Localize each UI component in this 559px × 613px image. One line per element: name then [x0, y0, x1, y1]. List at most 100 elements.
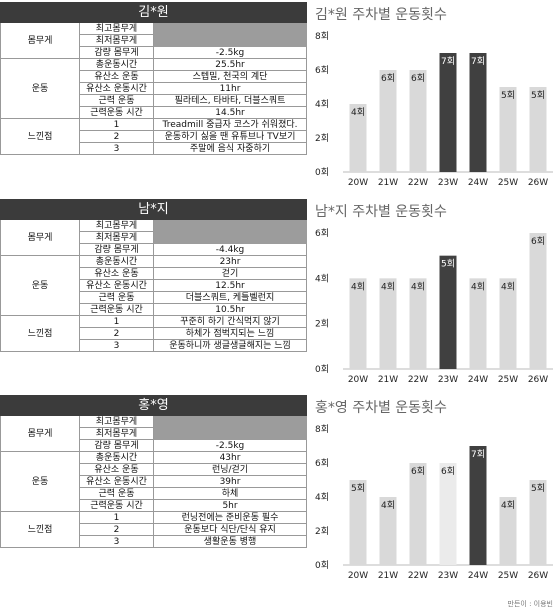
- bar-data-label: 4회: [351, 281, 365, 292]
- row-label: 근력 운동: [79, 94, 154, 107]
- bar-data-label: 4회: [471, 281, 485, 292]
- y-tick-label: 2회: [315, 526, 329, 537]
- weight-value-redacted: [152, 34, 308, 47]
- row-value: 걷기: [152, 267, 308, 280]
- table-row: 감량 몸무게 -4.4kg: [1, 243, 308, 256]
- bar-data-label: 6회: [411, 466, 425, 477]
- exercise-group-label: 운동: [0, 255, 80, 316]
- bar-chart-svg: 0회 2회 4회 6회 4회 20W 4회 21W 4회 22W 5회 23W 4회 24W 4회 25W 6회…: [315, 228, 553, 385]
- bar-21W: [379, 278, 397, 369]
- row-label: 1: [79, 511, 154, 524]
- bar-data-label: 7회: [471, 449, 485, 460]
- person-name-header: 김*원: [0, 2, 308, 23]
- table-row: 몸무게 최고몸무게: [0, 219, 308, 256]
- row-label: 3: [79, 142, 154, 155]
- weight-value-redacted: [152, 231, 308, 244]
- x-tick-label: 20W: [348, 375, 368, 385]
- x-tick-label: 26W: [528, 571, 548, 581]
- bar-24W: [469, 278, 487, 369]
- row-label: 감량 몸무게: [79, 243, 154, 256]
- weight-value-redacted: [152, 22, 308, 35]
- y-tick-label: 6회: [315, 228, 329, 239]
- bar-22W: [409, 463, 427, 565]
- bar-data-label: 6회: [381, 73, 395, 84]
- x-tick-label: 26W: [528, 375, 548, 385]
- weight-value-redacted: [152, 427, 308, 440]
- bar-26W: [529, 480, 547, 565]
- chart-title: 김*원 주차별 운동횟수: [315, 7, 447, 23]
- notes-group-label: 느낀점: [0, 118, 80, 155]
- bar-20W: [349, 104, 367, 172]
- y-tick-label: 0회: [315, 364, 329, 375]
- bar-25W: [499, 87, 517, 172]
- y-tick-label: 6회: [315, 458, 329, 469]
- row-value: -2.5kg: [152, 439, 308, 452]
- row-label: 근력운동 시간: [79, 106, 154, 119]
- table-row: 2 운동보다 식단/단식 유지: [1, 523, 308, 536]
- table-row: 3 주말에 음식 자중하기: [1, 142, 308, 155]
- row-label: 총운동시간: [79, 451, 154, 464]
- bar-23W: [439, 53, 457, 172]
- row-label: 2: [79, 327, 154, 340]
- x-tick-label: 25W: [498, 178, 518, 188]
- row-label: 감량 몸무게: [79, 439, 154, 452]
- row-value: 하체가 점벅지되는 느낌: [152, 327, 308, 340]
- table-row: 운동 총운동시간 43hr: [0, 451, 308, 512]
- bar-data-label: 6회: [411, 73, 425, 84]
- x-tick-label: 25W: [498, 571, 518, 581]
- row-label: 유산소 운동시간: [79, 82, 154, 95]
- y-tick-label: 6회: [315, 65, 329, 76]
- bar-25W: [499, 497, 517, 565]
- bar-24W: [469, 53, 487, 172]
- bar-25W: [499, 278, 517, 369]
- table-row: 3 생활운동 병행: [1, 535, 308, 548]
- bar-data-label: 4회: [501, 500, 515, 511]
- row-label: 1: [79, 315, 154, 328]
- x-tick-label: 23W: [438, 375, 458, 385]
- weekly-exercise-chart: 김*원 주차별 운동횟수 0회 2회 4회 6회 8회 4회 20W 6회 21W 6회 22W 7회 2…: [309, 2, 559, 197]
- row-label: 최저몸무게: [79, 231, 154, 244]
- person-table: 김*원 몸무게 최고몸무게 최저몸무게 감량 몸무게 -2.5kg 운동 총운동시간 25.5h…: [0, 2, 308, 155]
- row-value: 23hr: [152, 255, 308, 268]
- x-tick-label: 24W: [468, 375, 488, 385]
- y-tick-label: 4회: [315, 99, 329, 110]
- person-name-header: 남*지: [0, 199, 308, 220]
- x-tick-label: 22W: [408, 571, 428, 581]
- bar-data-label: 4회: [501, 281, 515, 292]
- table-row: 2 하체가 점벅지되는 느낌: [1, 327, 308, 340]
- person-table: 홍*영 몸무게 최고몸무게 최저몸무게 감량 몸무게 -2.5kg 운동 총운동시간 43hr 유…: [0, 395, 308, 548]
- row-value: 스텝밀, 천국의 계단: [152, 70, 308, 83]
- row-label: 최고몸무게: [79, 22, 154, 35]
- row-label: 유산소 운동: [79, 463, 154, 476]
- row-label: 최저몸무게: [79, 34, 154, 47]
- y-tick-label: 2회: [315, 133, 329, 144]
- table-row: 3 운동하니까 생글생글해지는 느낌: [1, 339, 308, 352]
- x-tick-label: 23W: [438, 571, 458, 581]
- x-tick-label: 20W: [348, 178, 368, 188]
- table-row: 느낀점 1 꾸준히 하기 간식먹지 않기: [0, 315, 308, 352]
- row-value: -4.4kg: [152, 243, 308, 256]
- bar-21W: [379, 70, 397, 172]
- bar-22W: [409, 70, 427, 172]
- row-value: 11hr: [152, 82, 308, 95]
- row-label: 총운동시간: [79, 255, 154, 268]
- table-row: 유산소 운동시간 11hr: [1, 82, 308, 95]
- y-tick-label: 8회: [315, 424, 329, 435]
- row-label: 감량 몸무게: [79, 46, 154, 59]
- x-tick-label: 22W: [408, 375, 428, 385]
- bar-data-label: 7회: [471, 56, 485, 67]
- y-tick-label: 4회: [315, 273, 329, 284]
- bar-24W: [469, 446, 487, 565]
- bar-22W: [409, 278, 427, 369]
- row-value: 런닝전에는 준비운동 필수: [152, 511, 308, 524]
- bar-data-label: 5회: [531, 483, 545, 494]
- y-tick-label: 4회: [315, 492, 329, 503]
- y-tick-label: 0회: [315, 560, 329, 571]
- bar-data-label: 5회: [441, 259, 455, 270]
- row-value: -2.5kg: [152, 46, 308, 59]
- row-value: 필라테스, 타바타, 더블스쿼트: [152, 94, 308, 107]
- table-row: 유산소 운동시간 39hr: [1, 475, 308, 488]
- row-value: 43hr: [152, 451, 308, 464]
- row-label: 최저몸무게: [79, 427, 154, 440]
- row-label: 2: [79, 130, 154, 143]
